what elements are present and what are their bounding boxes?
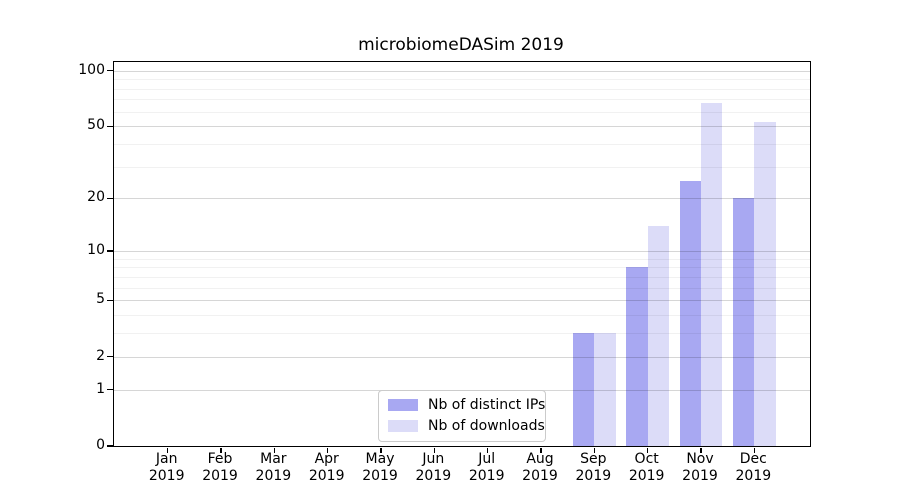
ticks-layer <box>107 62 810 453</box>
x-tick-mark <box>167 447 169 453</box>
y-tick-mark <box>107 389 113 391</box>
y-tick-label: 20 <box>87 189 105 206</box>
legend-swatch-downloads <box>388 420 418 432</box>
x-tick-label: Jul 2019 <box>468 451 505 484</box>
chart-title: microbiomeDASim 2019 <box>358 35 564 55</box>
bar-downloads <box>647 225 669 446</box>
y-tick-mark <box>107 250 113 252</box>
x-tick-label: Oct 2019 <box>628 451 665 484</box>
x-tick-mark <box>540 447 542 453</box>
legend: Nb of distinct IPs Nb of downloads <box>378 390 546 442</box>
x-tick-label: Apr 2019 <box>308 451 345 484</box>
x-tick-label: Sep 2019 <box>575 451 612 484</box>
legend-label-distinct-ips: Nb of distinct IPs <box>428 397 546 413</box>
x-tick-mark <box>647 447 649 453</box>
x-tick-label: Jan 2019 <box>148 451 185 484</box>
y-tick-mark <box>107 125 113 127</box>
y-tick-label: 5 <box>96 291 105 308</box>
y-tick-label: 1 <box>96 380 105 397</box>
bar-distinct-ips <box>626 267 648 446</box>
bar-downloads <box>594 333 616 446</box>
legend-item-downloads: Nb of downloads <box>388 417 545 435</box>
bar-distinct-ips <box>733 198 755 446</box>
x-tick-mark <box>433 447 435 453</box>
y-tick-label: 100 <box>78 61 105 78</box>
legend-label-downloads: Nb of downloads <box>428 418 545 434</box>
bar-distinct-ips <box>573 333 595 446</box>
x-tick-label: Aug 2019 <box>522 451 558 484</box>
x-tick-mark <box>700 447 702 453</box>
x-tick-mark <box>273 447 275 453</box>
x-tick-mark <box>327 447 329 453</box>
x-tick-mark <box>753 447 755 453</box>
y-tick-mark <box>107 356 113 358</box>
y-tick-mark <box>107 70 113 72</box>
bar-downloads <box>754 121 776 446</box>
legend-item-distinct-ips: Nb of distinct IPs <box>388 396 545 414</box>
y-tick-mark <box>107 299 113 301</box>
y-tick-mark <box>107 445 113 447</box>
x-tick-label: Feb 2019 <box>202 451 238 484</box>
x-tick-mark <box>380 447 382 453</box>
x-tick-mark <box>593 447 595 453</box>
x-tick-label: Nov 2019 <box>682 451 718 484</box>
y-tick-label: 10 <box>87 242 105 258</box>
x-tick-label: Jun 2019 <box>415 451 452 484</box>
x-tick-label: Dec 2019 <box>735 451 772 484</box>
bar-distinct-ips <box>679 181 701 446</box>
bar-downloads <box>701 102 723 446</box>
y-tick-label: 50 <box>87 117 105 134</box>
x-tick-mark <box>487 447 489 453</box>
legend-swatch-distinct-ips <box>388 399 418 411</box>
bars-layer <box>114 62 810 446</box>
plot-area: Nb of distinct IPs Nb of downloads <box>107 61 811 453</box>
x-tick-mark <box>220 447 222 453</box>
y-tick-label: 0 <box>96 437 105 453</box>
x-tick-label: Mar 2019 <box>255 451 292 484</box>
y-tick-mark <box>107 197 113 199</box>
y-tick-label: 2 <box>96 347 105 364</box>
x-tick-label: May 2019 <box>362 451 398 484</box>
